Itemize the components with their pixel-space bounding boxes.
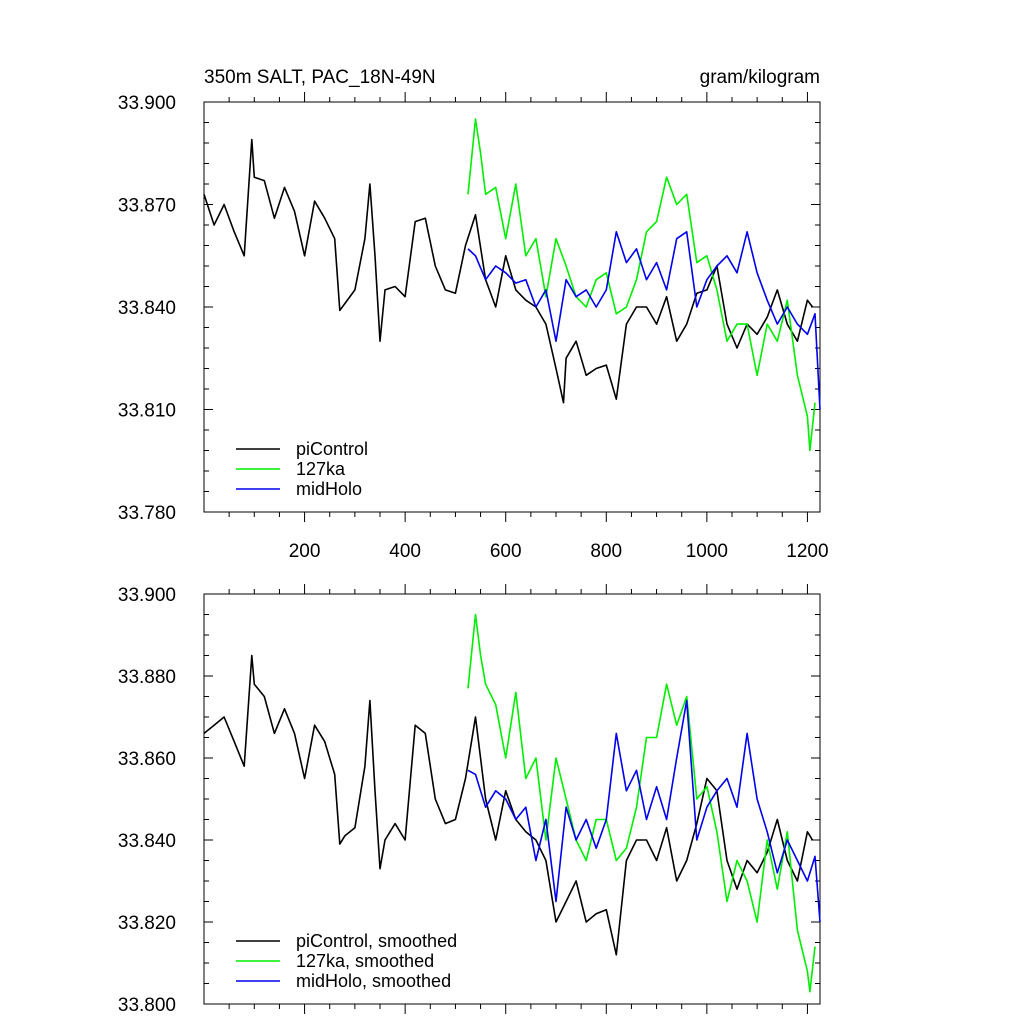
legend-label: midHolo [296, 479, 362, 499]
series-line [467, 613, 816, 993]
series-line [203, 138, 814, 404]
x-tick-label: 600 [490, 541, 522, 562]
chart-title: 350m SALT, PAC_18N-49N [204, 67, 436, 88]
legend-label: 127ka [296, 459, 346, 479]
y-tick-label: 33.780 [118, 503, 176, 524]
x-tick-label: 1000 [686, 541, 728, 562]
x-tick-label: 200 [289, 541, 321, 562]
y-tick-label: 33.810 [118, 401, 176, 422]
y-tick-label: 33.880 [118, 667, 176, 688]
y-tick-label: 33.870 [118, 196, 176, 217]
y-tick-label: 33.860 [118, 749, 176, 770]
legend-label: 127ka, smoothed [296, 951, 434, 971]
top-panel: 350m SALT, PAC_18N-49N gram/kilogram 33.… [118, 67, 829, 562]
y-tick-label: 33.900 [118, 585, 176, 606]
units-label: gram/kilogram [700, 67, 820, 88]
series-line [467, 699, 821, 923]
y-tick-label: 33.800 [118, 995, 176, 1016]
bottom-panel: 33.800 33.820 33.840 33.860 33.880 33.900 piCo… [118, 584, 821, 1016]
x-tick-label: 1200 [786, 541, 828, 562]
y-tick-label: 33.840 [118, 298, 176, 319]
x-tick-label: 800 [590, 541, 622, 562]
legend-label: piControl, smoothed [296, 931, 457, 951]
y-tick-label: 33.840 [118, 831, 176, 852]
y-tick-label: 33.900 [118, 93, 176, 114]
series-line [467, 231, 821, 410]
x-tick-label: 400 [389, 541, 421, 562]
y-tick-label: 33.820 [118, 913, 176, 934]
series-line [203, 654, 814, 956]
series-line [467, 118, 816, 452]
legend-label: piControl [296, 439, 368, 459]
legend-label: midHolo, smoothed [296, 971, 451, 991]
